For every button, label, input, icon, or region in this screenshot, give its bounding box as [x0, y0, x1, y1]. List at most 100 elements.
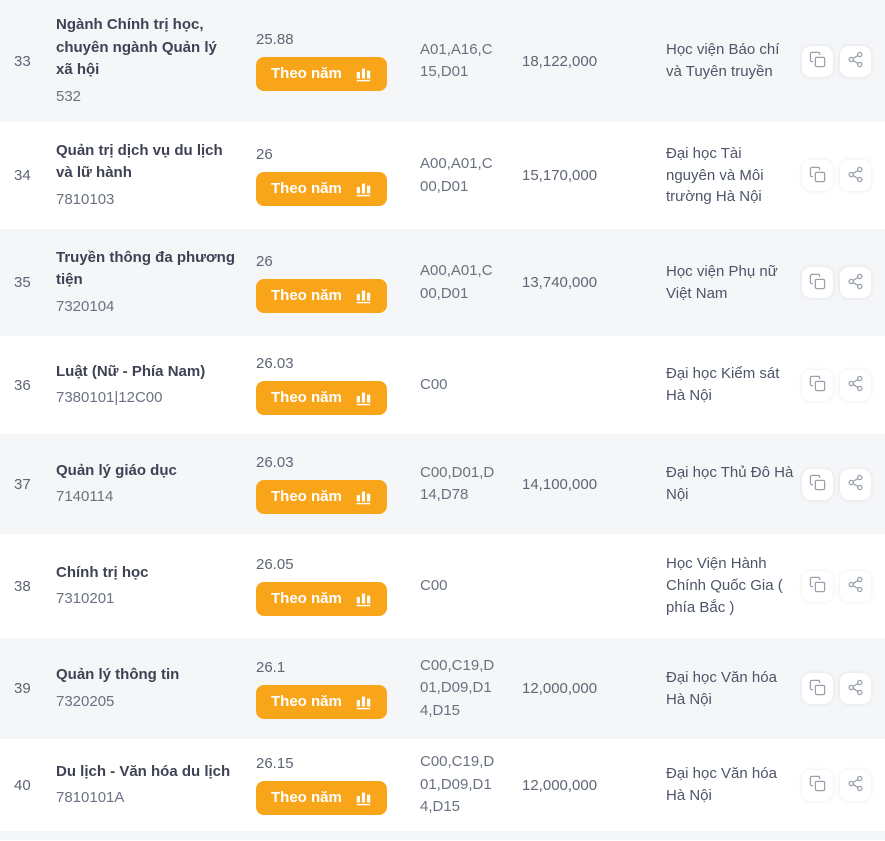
copy-icon	[809, 375, 826, 395]
copy-button[interactable]	[802, 673, 833, 704]
major-code: 7380101|12C00	[56, 389, 163, 406]
row-actions	[802, 267, 885, 298]
score-value: 26.03	[256, 355, 294, 372]
theo-nam-button[interactable]: Theo năm	[256, 381, 387, 415]
subject-combinations: C00,C19,D01,D09,D14,D15	[420, 753, 495, 816]
subject-combinations-cell: C00	[420, 575, 522, 598]
row-actions	[802, 673, 885, 704]
theo-nam-label: Theo năm	[271, 590, 342, 607]
row-index: 37	[14, 475, 31, 493]
score-value: 26.1	[256, 658, 286, 676]
bar-chart-icon	[355, 488, 372, 505]
score-value: 26.15	[256, 755, 294, 772]
theo-nam-button[interactable]: Theo năm	[256, 781, 387, 815]
copy-button[interactable]	[802, 769, 833, 801]
row-index: 40	[14, 776, 31, 794]
score-cell: 26 Theo năm	[256, 146, 420, 206]
major-cell: Chính trị học 7310201	[56, 562, 256, 611]
share-button[interactable]	[840, 673, 871, 704]
share-button[interactable]	[840, 570, 871, 602]
table-row: 40 Du lịch - Văn hóa du lịch 7810101A 26…	[0, 739, 885, 831]
row-actions	[802, 570, 885, 602]
copy-button[interactable]	[802, 570, 833, 602]
theo-nam-button[interactable]: Theo năm	[256, 171, 387, 206]
university-cell: Đại học Tài nguyên và Môi trường Hà Nội	[666, 143, 802, 208]
theo-nam-button[interactable]: Theo năm	[256, 57, 387, 91]
copy-icon	[809, 474, 826, 494]
score-cell: 26.03 Theo năm	[256, 454, 420, 514]
theo-nam-button[interactable]: Theo năm	[256, 684, 387, 719]
subject-combinations: A00,A01,C00,D01	[420, 155, 493, 195]
row-actions	[802, 468, 885, 500]
row-index: 34	[14, 167, 31, 184]
copy-icon	[809, 166, 826, 186]
score-value: 26.05	[256, 556, 294, 573]
copy-icon	[809, 51, 826, 71]
university-cell: Học viện Báo chí và Tuyên truyền	[666, 39, 802, 83]
bar-chart-icon	[355, 180, 372, 197]
row-actions	[802, 160, 885, 191]
table-row: 35 Truyền thông đa phương tiện 7320104 2…	[0, 229, 885, 336]
copy-button[interactable]	[802, 468, 833, 500]
major-cell: Quản lý thông tin 7320205	[56, 664, 256, 713]
major-cell: Quản lý giáo dục 7140114	[56, 460, 256, 509]
university-cell: Đại học Văn hóa Hà Nội	[666, 667, 802, 711]
share-icon	[847, 375, 864, 395]
bar-chart-icon	[355, 287, 372, 304]
major-name: Chính trị học	[56, 563, 149, 581]
copy-button[interactable]	[802, 369, 833, 401]
theo-nam-button[interactable]: Theo năm	[256, 480, 387, 514]
score-cell: 26.03 Theo năm	[256, 355, 420, 415]
theo-nam-button[interactable]: Theo năm	[256, 582, 387, 616]
next-row-partial	[0, 831, 885, 840]
tuition-fee: 15,170,000	[522, 167, 598, 184]
subject-combinations-cell: A00,A01,C00,D01	[420, 153, 522, 198]
share-button[interactable]	[840, 769, 871, 801]
theo-nam-label: Theo năm	[271, 789, 342, 806]
university-name: Học viện Báo chí và Tuyên truyền	[666, 41, 780, 80]
share-icon	[847, 576, 864, 596]
bar-chart-icon	[355, 789, 372, 806]
share-icon	[847, 775, 864, 795]
copy-icon	[809, 775, 826, 795]
subject-combinations: C00,C19,D01,D09,D14,D15	[420, 656, 495, 719]
university-cell: Học viện Phụ nữ Việt Nam	[666, 261, 802, 305]
subject-combinations: C00	[420, 375, 448, 393]
score-cell: 26.15 Theo năm	[256, 755, 420, 815]
theo-nam-label: Theo năm	[271, 389, 342, 406]
major-code: 532	[56, 87, 82, 105]
subject-combinations-cell: C00	[420, 374, 522, 397]
subject-combinations-cell: A00,A01,C00,D01	[420, 260, 522, 305]
university-name: Đại học Tài nguyên và Môi trường Hà Nội	[666, 144, 764, 206]
copy-button[interactable]	[802, 45, 833, 77]
subject-combinations: C00,D01,D14,D78	[420, 463, 495, 504]
subject-combinations: C00	[420, 576, 448, 594]
theo-nam-button[interactable]: Theo năm	[256, 278, 387, 313]
table-row: 33 Ngành Chính trị học, chuyên ngành Quả…	[0, 0, 885, 122]
copy-button[interactable]	[802, 267, 833, 298]
copy-button[interactable]	[802, 160, 833, 191]
major-code: 7140114	[56, 488, 114, 505]
major-code: 7810103	[56, 190, 115, 208]
copy-icon	[809, 273, 826, 293]
subject-combinations: A00,A01,C00,D01	[420, 262, 493, 302]
row-index: 39	[14, 680, 31, 697]
major-name: Ngành Chính trị học, chuyên ngành Quản l…	[56, 16, 217, 78]
subject-combinations: A01,A16,C15,D01	[420, 40, 493, 81]
major-code: 7320104	[56, 297, 115, 315]
share-button[interactable]	[840, 267, 871, 298]
university-cell: Đại học Kiểm sát Hà Nội	[666, 363, 802, 407]
university-name: Đại học Kiểm sát Hà Nội	[666, 365, 780, 404]
share-button[interactable]	[840, 369, 871, 401]
major-cell: Luật (Nữ - Phía Nam) 7380101|12C00	[56, 361, 256, 410]
major-name: Quản lý giáo dục	[56, 461, 177, 479]
share-button[interactable]	[840, 160, 871, 191]
row-actions	[802, 769, 885, 801]
subject-combinations-cell: A01,A16,C15,D01	[420, 39, 522, 84]
share-button[interactable]	[840, 45, 871, 77]
university-name: Đại học Văn hóa Hà Nội	[666, 668, 777, 708]
row-actions	[802, 369, 885, 401]
share-button[interactable]	[840, 468, 871, 500]
